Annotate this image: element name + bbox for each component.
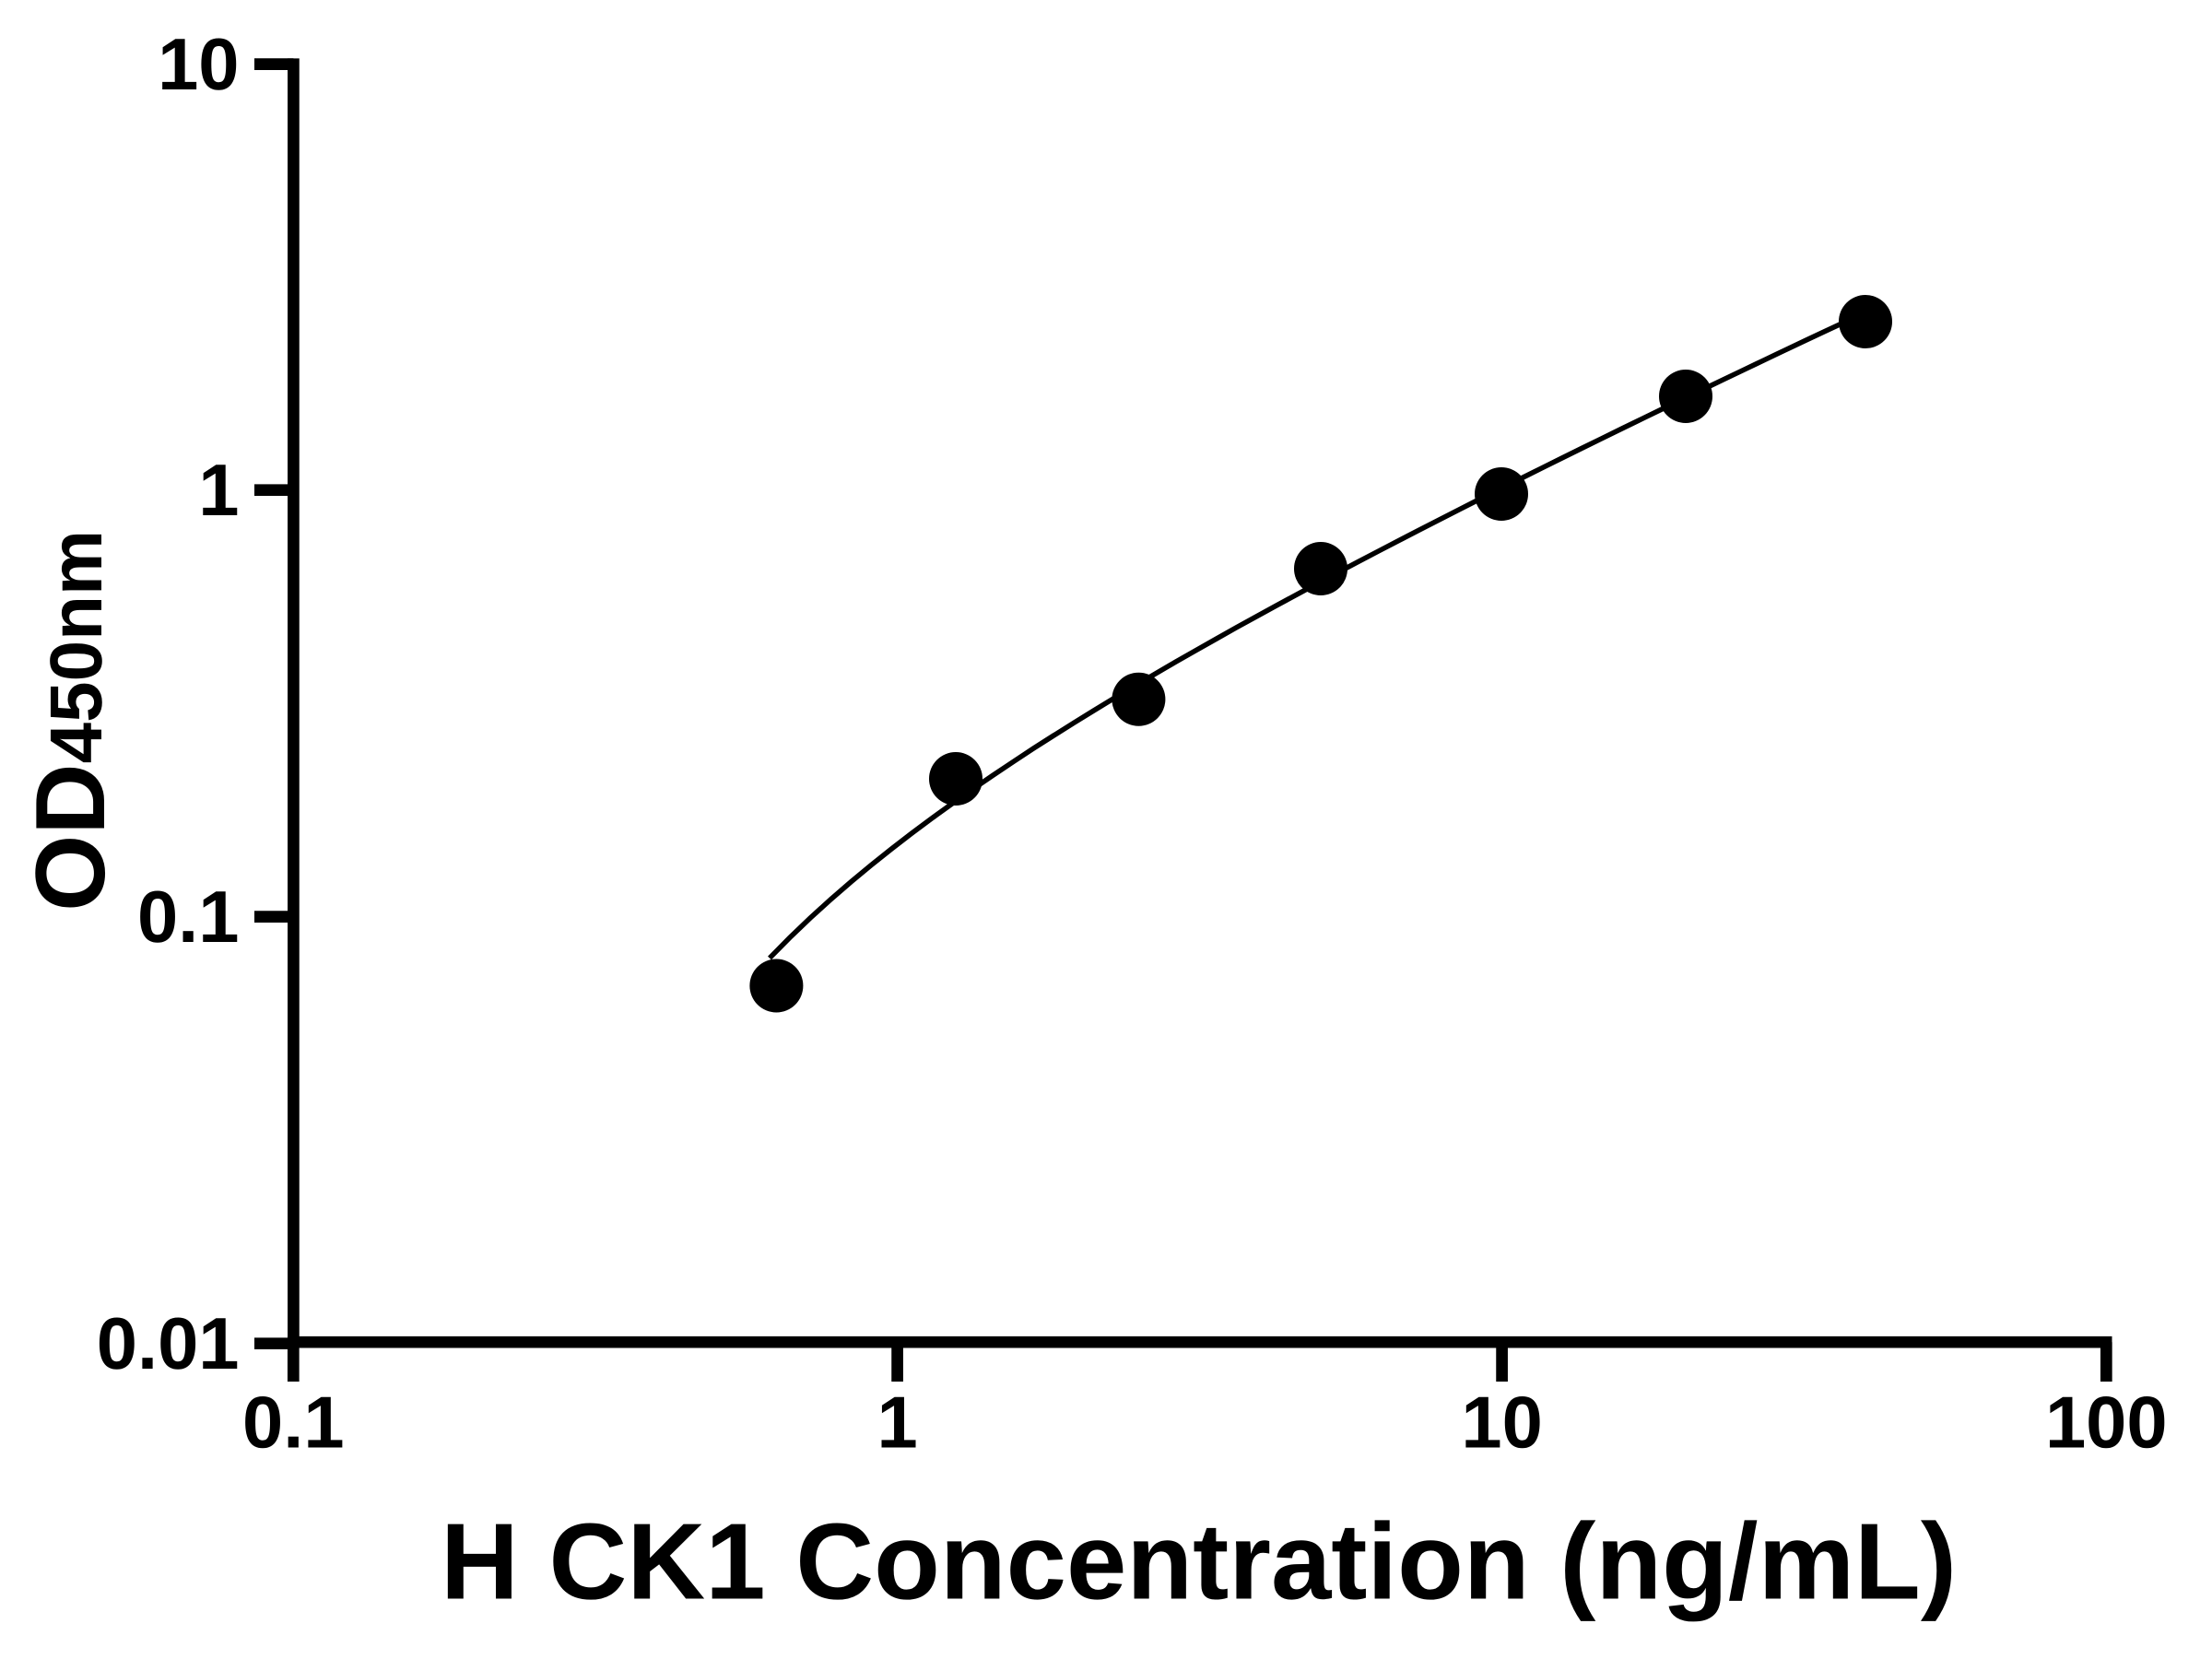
svg-text:1: 1 xyxy=(198,449,239,531)
svg-text:10: 10 xyxy=(1461,1382,1542,1464)
svg-text:100: 100 xyxy=(2045,1382,2168,1464)
svg-text:H CK1 Concentration (ng/mL): H CK1 Concentration (ng/mL) xyxy=(441,1501,1957,1622)
svg-text:0.01: 0.01 xyxy=(97,1302,240,1384)
svg-text:0.1: 0.1 xyxy=(242,1382,345,1464)
svg-text:1: 1 xyxy=(877,1382,917,1464)
svg-text:0.1: 0.1 xyxy=(137,876,240,958)
svg-text:10: 10 xyxy=(158,23,239,105)
